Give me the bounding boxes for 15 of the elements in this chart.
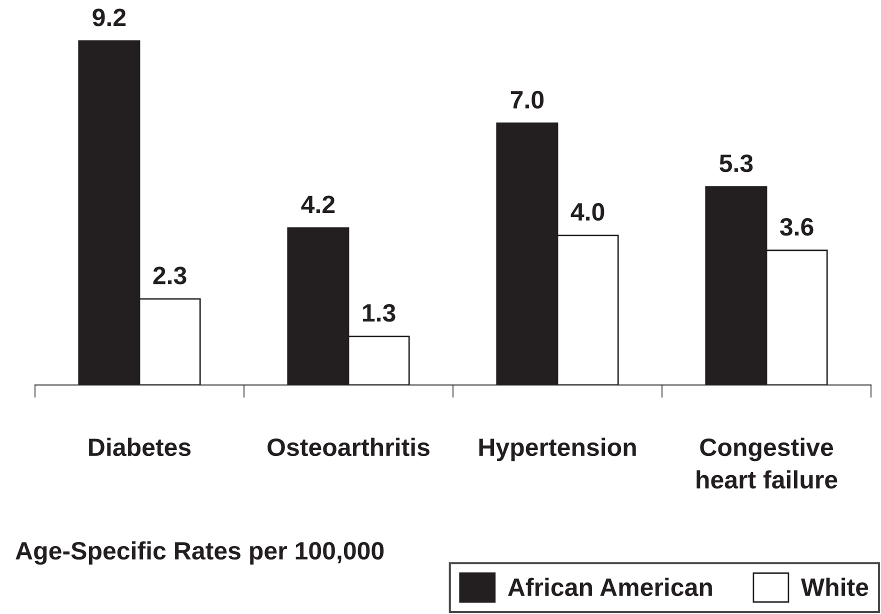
data-label: 4.0 (570, 203, 604, 221)
x-tick-label: Diabetes (89, 438, 191, 456)
x-tick-label: Osteoarthritis (268, 438, 430, 456)
data-label: 4.2 (301, 196, 335, 214)
legend-label: White (800, 578, 868, 596)
legend-label: African American (508, 578, 712, 596)
data-label: 1.3 (363, 304, 396, 322)
data-label: 7.0 (510, 90, 544, 109)
data-label: 5.3 (720, 154, 753, 172)
x-tick-label: Congestive heart failure (696, 438, 838, 489)
data-label: 3.6 (780, 218, 814, 236)
text: Age-Specific Rates per 100,000 (16, 541, 384, 565)
x-tick-label: Hypertension (479, 438, 636, 462)
data-label: 2.3 (153, 266, 186, 284)
data-label: 9.2 (92, 8, 126, 26)
